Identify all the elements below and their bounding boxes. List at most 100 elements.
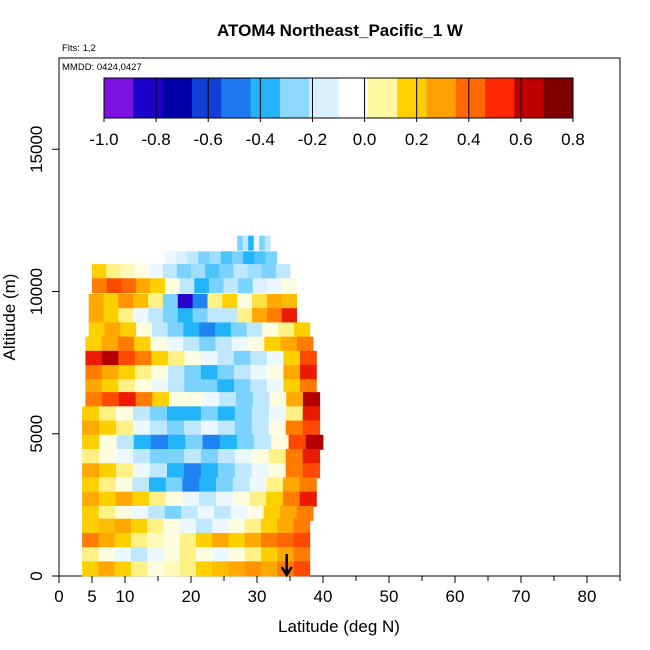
leg-cell: [98, 477, 116, 493]
leg-cell: [147, 561, 164, 577]
leg-cell: [165, 278, 181, 294]
leg-cell: [250, 379, 268, 395]
leg-cell: [133, 434, 152, 450]
leg-cell: [191, 264, 206, 280]
colorbar-swatch: [426, 78, 457, 118]
leg-cell: [296, 336, 314, 352]
leg-cell: [115, 491, 133, 507]
leg-cell: [167, 350, 185, 366]
leg-cell: [261, 532, 278, 548]
leg-cell: [194, 278, 210, 294]
leg-cell: [200, 463, 219, 479]
leg-cell: [98, 547, 116, 563]
leg-cell: [266, 379, 284, 395]
leg-cell: [212, 532, 229, 548]
leg-cell: [99, 449, 117, 465]
leg-cell: [167, 322, 184, 338]
colorbar-swatch: [221, 78, 251, 118]
leg-cell: [283, 365, 301, 381]
leg-cell: [82, 491, 100, 507]
leg-cell: [133, 293, 149, 309]
leg-cell: [266, 350, 284, 366]
leg-cell: [187, 251, 199, 267]
leg-cell: [130, 532, 148, 548]
subtitle-dates: MMDD: 0424,0427: [62, 62, 142, 73]
leg-cell: [134, 336, 151, 352]
leg-cell: [293, 532, 311, 548]
y-tick-label: 10000: [27, 268, 46, 315]
leg-cell: [101, 350, 119, 366]
leg-cell: [269, 392, 287, 408]
leg-cell: [299, 350, 317, 366]
leg-cell: [164, 505, 182, 521]
colorbar-swatch: [338, 78, 369, 118]
x-tick-label: 30: [248, 587, 267, 606]
leg-cell: [164, 251, 177, 267]
leg-cell: [215, 491, 234, 507]
leg-cell: [163, 518, 181, 534]
leg-cell: [185, 434, 203, 450]
leg-cell: [237, 235, 244, 251]
leg-cell: [166, 406, 185, 422]
leg-cell: [268, 463, 287, 479]
leg-cell: [266, 491, 284, 507]
x-tick-label: 0: [54, 587, 63, 606]
leg-cell: [130, 518, 148, 534]
leg-cell: [162, 308, 179, 324]
colorbar-tick-label: -0.4: [246, 130, 275, 149]
leg-cell: [151, 322, 169, 338]
leg-cell: [82, 463, 100, 479]
leg-cell: [118, 379, 136, 395]
leg-cell: [85, 336, 103, 352]
leg-cell: [134, 379, 152, 395]
leg-cell: [238, 278, 254, 294]
leg-cell: [252, 308, 268, 324]
colorbar-swatch: [250, 78, 281, 118]
colorbar-swatch: [485, 78, 515, 118]
leg-cell: [247, 505, 264, 521]
leg-cell: [266, 293, 283, 309]
leg-cell: [133, 449, 151, 465]
colorbar-swatch: [543, 78, 574, 118]
leg-cell: [243, 251, 255, 267]
leg-cell: [149, 449, 168, 465]
leg-cell: [248, 336, 265, 352]
leg-cell: [205, 264, 220, 280]
leg-cell: [305, 434, 324, 450]
leg-cell: [251, 420, 270, 436]
leg-cell: [200, 350, 218, 366]
leg-cell: [114, 547, 132, 563]
leg-cell: [150, 336, 168, 352]
leg-cell: [85, 365, 103, 381]
leg-cell: [99, 406, 117, 422]
leg-cell: [148, 505, 165, 521]
leg-cell: [220, 251, 233, 267]
colorbar-tick-label: -0.2: [298, 130, 327, 149]
leg-cell: [280, 336, 298, 352]
leg-cell: [266, 308, 283, 324]
leg-cell: [177, 308, 194, 324]
leg-cell: [283, 350, 301, 366]
leg-cell: [250, 365, 268, 381]
leg-cell: [296, 505, 314, 521]
leg-cell: [147, 547, 164, 563]
leg-cell: [149, 491, 167, 507]
leg-cell: [265, 251, 278, 267]
leg-cell: [149, 420, 168, 436]
leg-cell: [135, 392, 153, 408]
leg-cell: [234, 449, 253, 465]
leg-cell: [168, 434, 186, 450]
leg-cell: [167, 365, 185, 381]
subtitle-flights: Flts: 1,2: [62, 43, 96, 54]
leg-cell: [120, 322, 137, 338]
leg-cell: [242, 235, 249, 251]
leg-cell: [98, 561, 116, 577]
leg-cell: [121, 278, 137, 294]
leg-cell: [114, 561, 132, 577]
leg-cell: [251, 449, 270, 465]
leg-cell: [118, 293, 134, 309]
leg-cell: [115, 477, 133, 493]
leg-cell: [131, 505, 149, 521]
x-tick-label: 80: [578, 587, 597, 606]
leg-cell: [147, 532, 164, 548]
